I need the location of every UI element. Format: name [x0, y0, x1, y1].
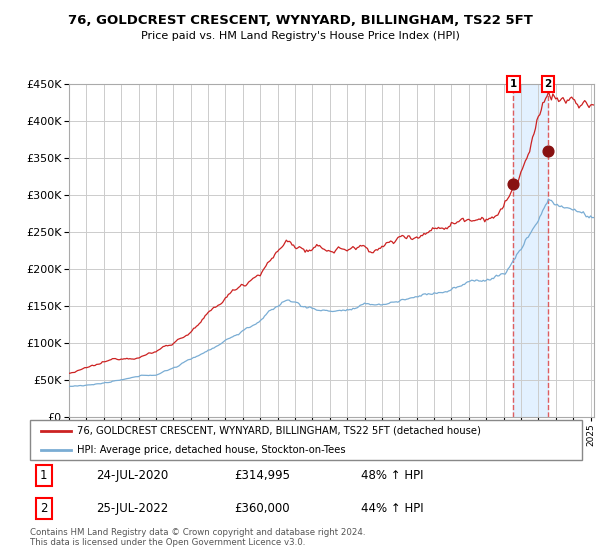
- Text: Price paid vs. HM Land Registry's House Price Index (HPI): Price paid vs. HM Land Registry's House …: [140, 31, 460, 41]
- FancyBboxPatch shape: [30, 420, 582, 460]
- Text: 76, GOLDCREST CRESCENT, WYNYARD, BILLINGHAM, TS22 5FT (detached house): 76, GOLDCREST CRESCENT, WYNYARD, BILLING…: [77, 426, 481, 436]
- Text: 1: 1: [40, 469, 47, 482]
- Text: 24-JUL-2020: 24-JUL-2020: [96, 469, 169, 482]
- Text: 48% ↑ HPI: 48% ↑ HPI: [361, 469, 424, 482]
- Text: 44% ↑ HPI: 44% ↑ HPI: [361, 502, 424, 515]
- Text: £360,000: £360,000: [234, 502, 290, 515]
- Text: £314,995: £314,995: [234, 469, 290, 482]
- Bar: [514, 84, 548, 417]
- Text: 1: 1: [510, 79, 517, 89]
- Text: HPI: Average price, detached house, Stockton-on-Tees: HPI: Average price, detached house, Stoc…: [77, 445, 346, 455]
- Text: 25-JUL-2022: 25-JUL-2022: [96, 502, 169, 515]
- Point: [509, 180, 518, 189]
- Text: 2: 2: [40, 502, 47, 515]
- Text: Contains HM Land Registry data © Crown copyright and database right 2024.
This d: Contains HM Land Registry data © Crown c…: [30, 528, 365, 547]
- Point: [544, 146, 553, 155]
- Text: 76, GOLDCREST CRESCENT, WYNYARD, BILLINGHAM, TS22 5FT: 76, GOLDCREST CRESCENT, WYNYARD, BILLING…: [68, 14, 532, 27]
- Text: 2: 2: [544, 79, 552, 89]
